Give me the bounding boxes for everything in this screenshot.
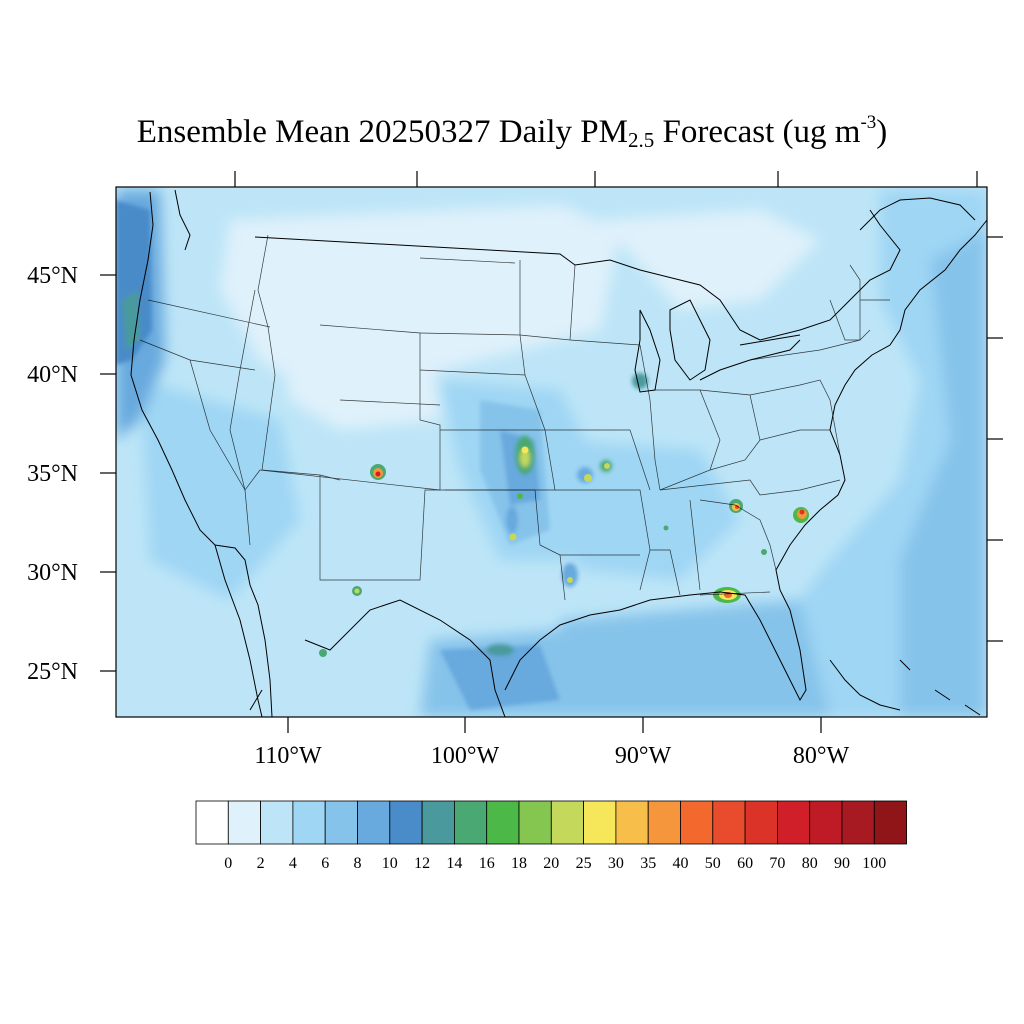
lon-label: 110°W <box>254 743 322 769</box>
colorbar-swatch <box>583 800 617 845</box>
colorbar-swatch <box>777 800 811 845</box>
colorbar-swatch <box>357 800 391 845</box>
colorbar-swatch <box>712 800 746 845</box>
colorbar-label: 100 <box>862 855 886 872</box>
colorbar-label: 8 <box>354 855 362 872</box>
map-title: Ensemble Mean 20250327 Daily PM2.5 Forec… <box>136 112 888 152</box>
colorbar-swatch <box>841 800 875 845</box>
colorbar-swatch <box>680 800 714 845</box>
coastlines <box>130 189 987 717</box>
colorbar-label: 80 <box>802 855 818 872</box>
colorbar-label: 18 <box>511 855 527 872</box>
lat-label: 45°N <box>27 263 78 289</box>
colorbar-swatch <box>550 800 584 845</box>
colorbar-label: 12 <box>414 855 430 872</box>
colorbar-swatch <box>647 800 681 845</box>
colorbar-swatch <box>260 800 294 845</box>
colorbar-swatch <box>389 800 423 845</box>
tick-marks <box>100 171 1003 733</box>
colorbar-label: 10 <box>382 855 398 872</box>
colorbar-swatch <box>873 800 907 845</box>
lat-label: 25°N <box>27 659 78 685</box>
colorbar-label: 35 <box>640 855 656 872</box>
colorbar-swatch <box>195 800 229 845</box>
colorbar-swatch <box>453 800 488 845</box>
colorbar-label: 4 <box>289 855 297 872</box>
colorbar-label: 14 <box>446 855 462 872</box>
colorbar-label: 0 <box>224 855 232 872</box>
lat-label: 35°N <box>27 461 78 487</box>
colorbar-label: 90 <box>834 855 850 872</box>
colorbar-swatch <box>292 800 326 845</box>
lat-label: 30°N <box>27 560 78 586</box>
pm25-hotspots <box>319 446 809 657</box>
colorbar-label: 20 <box>543 855 559 872</box>
colorbar-label: 70 <box>769 855 785 872</box>
colorbar-label: 2 <box>257 855 265 872</box>
colorbar-label: 16 <box>479 855 495 872</box>
longitude-labels: 110°W 100°W 90°W 80°W <box>254 743 849 769</box>
map-frame <box>115 186 988 718</box>
colorbar-swatch <box>744 800 778 845</box>
lon-label: 100°W <box>431 743 500 769</box>
colorbar-labels: 0 2 4 6 8 10 12 14 16 18 20 25 30 35 40 50 60 70 80 90 100 <box>224 855 886 872</box>
colorbar-swatch <box>615 800 649 845</box>
colorbar-swatch <box>227 800 262 845</box>
colorbar-label: 30 <box>608 855 624 872</box>
colorbar-swatch <box>518 800 552 845</box>
colorbar-label: 60 <box>737 855 753 872</box>
colorbar-label: 40 <box>673 855 689 872</box>
lat-label: 40°N <box>27 362 78 388</box>
state-borders <box>139 234 890 601</box>
colorbar-swatch <box>421 800 455 845</box>
lon-label: 90°W <box>615 743 672 769</box>
colorbar-swatch <box>324 800 358 845</box>
map-field <box>116 187 987 717</box>
colorbar-label: 50 <box>705 855 721 872</box>
colorbar-label: 25 <box>576 855 592 872</box>
colorbar-swatch <box>809 800 843 845</box>
colorbar-swatch <box>486 800 520 845</box>
lon-label: 80°W <box>793 743 850 769</box>
colorbar <box>195 800 907 845</box>
colorbar-label: 6 <box>321 855 329 872</box>
latitude-labels: 45°N 40°N 35°N 30°N 25°N <box>27 263 78 685</box>
